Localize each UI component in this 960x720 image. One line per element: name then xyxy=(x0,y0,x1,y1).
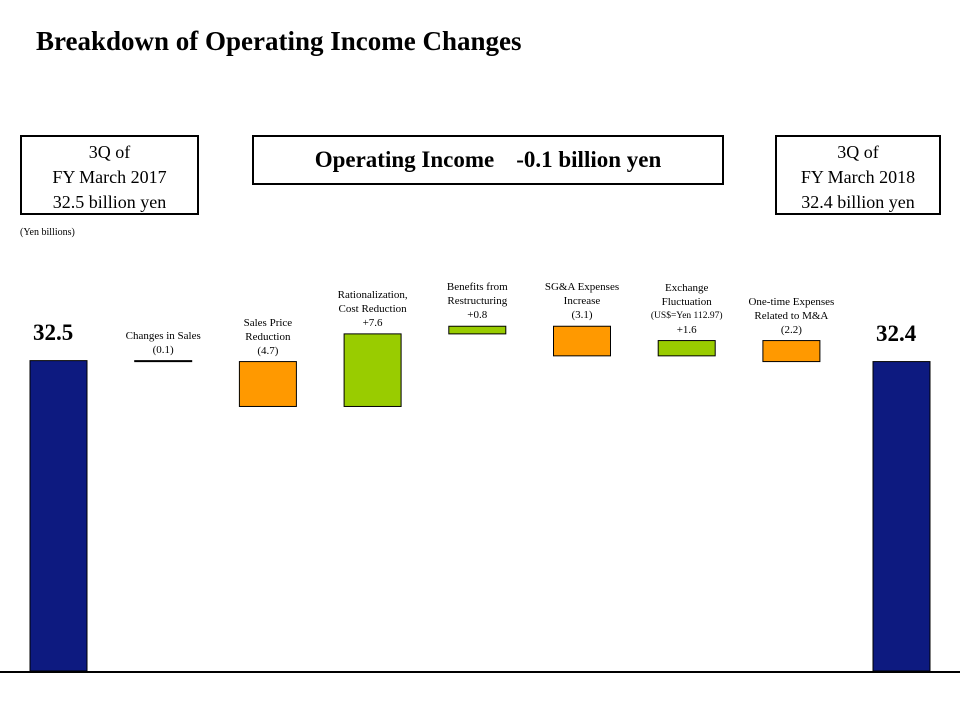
step-label-line: Fluctuation xyxy=(661,295,712,308)
step-label-3: Rationalization, Cost Reduction +7.6 xyxy=(338,288,408,330)
page-title: Breakdown of Operating Income Changes xyxy=(36,26,522,56)
step-label-line: Benefits from xyxy=(446,281,508,294)
start-value-label: 32.5 xyxy=(33,319,74,345)
bar-end xyxy=(872,361,931,672)
bar-step-7 xyxy=(762,340,821,363)
end-period-line-1: 3Q of xyxy=(837,142,879,162)
bar-step-4 xyxy=(448,325,507,335)
step-value-label: (3.1) xyxy=(571,309,593,322)
step-label-line: Changes in Sales xyxy=(125,329,201,342)
bar-step-5 xyxy=(553,325,611,357)
start-period-line-3: 32.5 billion yen xyxy=(52,192,167,212)
step-label-line: One-time Expenses xyxy=(748,295,835,308)
bar-step-6 xyxy=(657,340,716,357)
step-label-line: Reduction xyxy=(245,330,291,343)
step-value-label: +7.6 xyxy=(362,316,383,329)
bar-step-3 xyxy=(343,333,402,407)
step-value-label: +1.6 xyxy=(676,323,697,336)
summary-label: Operating Income xyxy=(314,147,495,172)
step-value-label: (4.7) xyxy=(257,344,279,357)
start-period-line-2: FY March 2017 xyxy=(52,167,167,187)
step-label-2: Sales Price Reduction (4.7) xyxy=(244,316,293,358)
step-label-line: Exchange xyxy=(664,281,709,294)
step-label-1: Changes in Sales (0.1) xyxy=(126,329,201,357)
step-label-line: Cost Reduction xyxy=(338,302,407,315)
step-label-5: SG&A Expenses Increase (3.1) xyxy=(545,280,619,322)
step-label-line: Restructuring xyxy=(447,295,508,308)
step-label-7: One-time Expenses Related to M&A (2.2) xyxy=(748,295,834,337)
step-value-label: +0.8 xyxy=(467,309,488,322)
step-label-line: Rationalization, xyxy=(337,288,408,301)
step-label-line: Increase xyxy=(563,295,601,308)
bar-start xyxy=(29,360,88,672)
start-period-line-1: 3Q of xyxy=(88,142,131,162)
bar-step-1 xyxy=(134,360,193,363)
step-value-label: (2.2) xyxy=(780,323,802,336)
step-label-line: Related to M&A xyxy=(754,309,829,322)
unit-note: (Yen billions) xyxy=(20,227,75,238)
summary-value: -0.1 billion yen xyxy=(516,147,662,172)
step-value-label: (0.1) xyxy=(152,343,174,356)
bar-step-2 xyxy=(238,361,297,407)
end-value-label: 32.4 xyxy=(876,320,917,346)
summary-box: Operating Income -0.1 billion yen xyxy=(252,135,724,185)
step-label-4: Benefits from Restructuring +0.8 xyxy=(447,280,508,322)
end-period-box: 3Q of FY March 2018 32.4 billion yen xyxy=(775,135,941,215)
step-label-line: Sales Price xyxy=(243,316,293,329)
start-period-box: 3Q of FY March 2017 32.5 billion yen xyxy=(20,135,199,215)
step-label-6: Exchange Fluctuation (US$=Yen 112.97) +1.6 xyxy=(651,281,723,337)
step-label-line: SG&A Expenses xyxy=(544,281,620,294)
step-note: (US$=Yen 112.97) xyxy=(650,310,723,321)
end-period-line-3: 32.4 billion yen xyxy=(801,192,915,212)
end-period-line-2: FY March 2018 xyxy=(800,167,916,187)
